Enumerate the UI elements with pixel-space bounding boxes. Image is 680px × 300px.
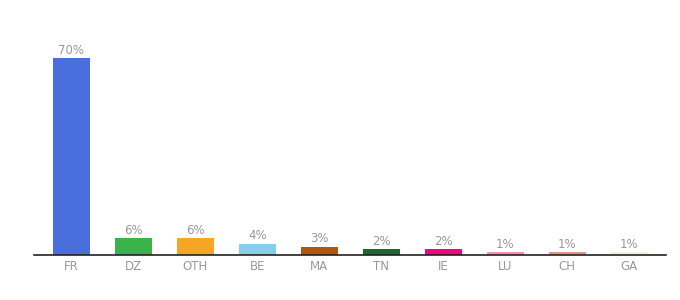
Text: 70%: 70% [58, 44, 84, 57]
Text: 2%: 2% [372, 235, 390, 248]
Text: 1%: 1% [496, 238, 515, 251]
Bar [611, 252, 648, 255]
Text: 1%: 1% [620, 238, 639, 251]
Text: 2%: 2% [434, 235, 452, 248]
Bar [115, 238, 152, 255]
Bar [424, 249, 462, 255]
Bar [52, 58, 90, 255]
Text: 1%: 1% [558, 238, 577, 251]
Bar [301, 247, 338, 255]
Text: 3%: 3% [310, 232, 328, 245]
Bar [177, 238, 214, 255]
Bar [487, 252, 524, 255]
Bar [239, 244, 276, 255]
Bar [362, 249, 400, 255]
Bar [549, 252, 585, 255]
Text: 4%: 4% [248, 229, 267, 242]
Text: 6%: 6% [124, 224, 143, 237]
Text: 6%: 6% [186, 224, 205, 237]
